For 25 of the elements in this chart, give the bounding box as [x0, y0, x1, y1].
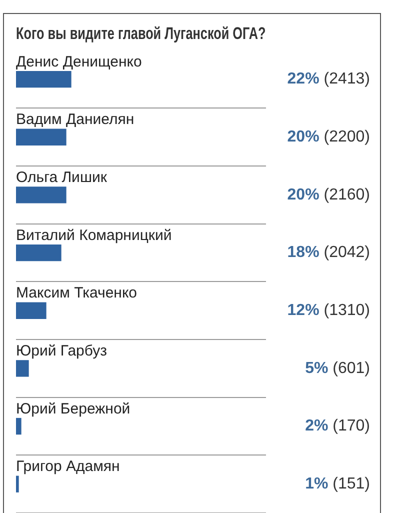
text: Кого вы видите главой Луганской ОГА? [16, 24, 266, 44]
y-tick-label: Григор Адамян [16, 458, 120, 476]
data-label: 12% (1310) [287, 302, 370, 320]
bar [16, 476, 19, 492]
bar [16, 360, 29, 377]
bar [16, 244, 62, 262]
y-tick-label: Виталий Комарницкий [16, 226, 172, 244]
bar [16, 128, 66, 146]
y-tick-label: Юрий Гарбуз [16, 342, 108, 360]
bar [16, 418, 22, 435]
bar [16, 186, 66, 204]
y-tick-label: Денис Денищенко [16, 53, 142, 70]
data-label: 5% (601) [305, 360, 370, 377]
y-tick-label: Вадим Даниелян [16, 111, 134, 128]
y-tick-label: Ольга Лишик [16, 169, 108, 186]
bar [16, 302, 46, 319]
data-label: 20% (2160) [287, 186, 370, 204]
data-label: 2% (170) [305, 418, 370, 435]
bar [16, 70, 72, 88]
y-tick-label: Юрий Бережной [16, 400, 130, 418]
y-tick-label: Максим Ткаченко [16, 284, 138, 302]
data-label: 20% (2200) [287, 128, 370, 146]
data-label: 1% (151) [305, 475, 370, 492]
data-label: 18% (2042) [287, 244, 370, 262]
data-label: 22% (2413) [287, 70, 370, 88]
